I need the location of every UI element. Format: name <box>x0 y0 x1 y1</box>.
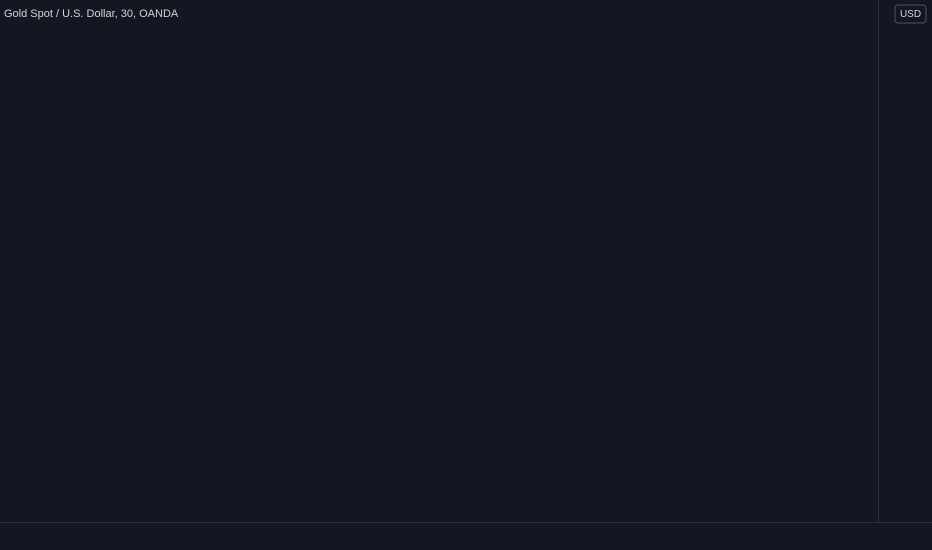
currency-label[interactable]: USD <box>900 9 921 20</box>
chart-title: Gold Spot / U.S. Dollar, 30, OANDA <box>4 8 179 20</box>
currency-box[interactable] <box>894 4 927 24</box>
